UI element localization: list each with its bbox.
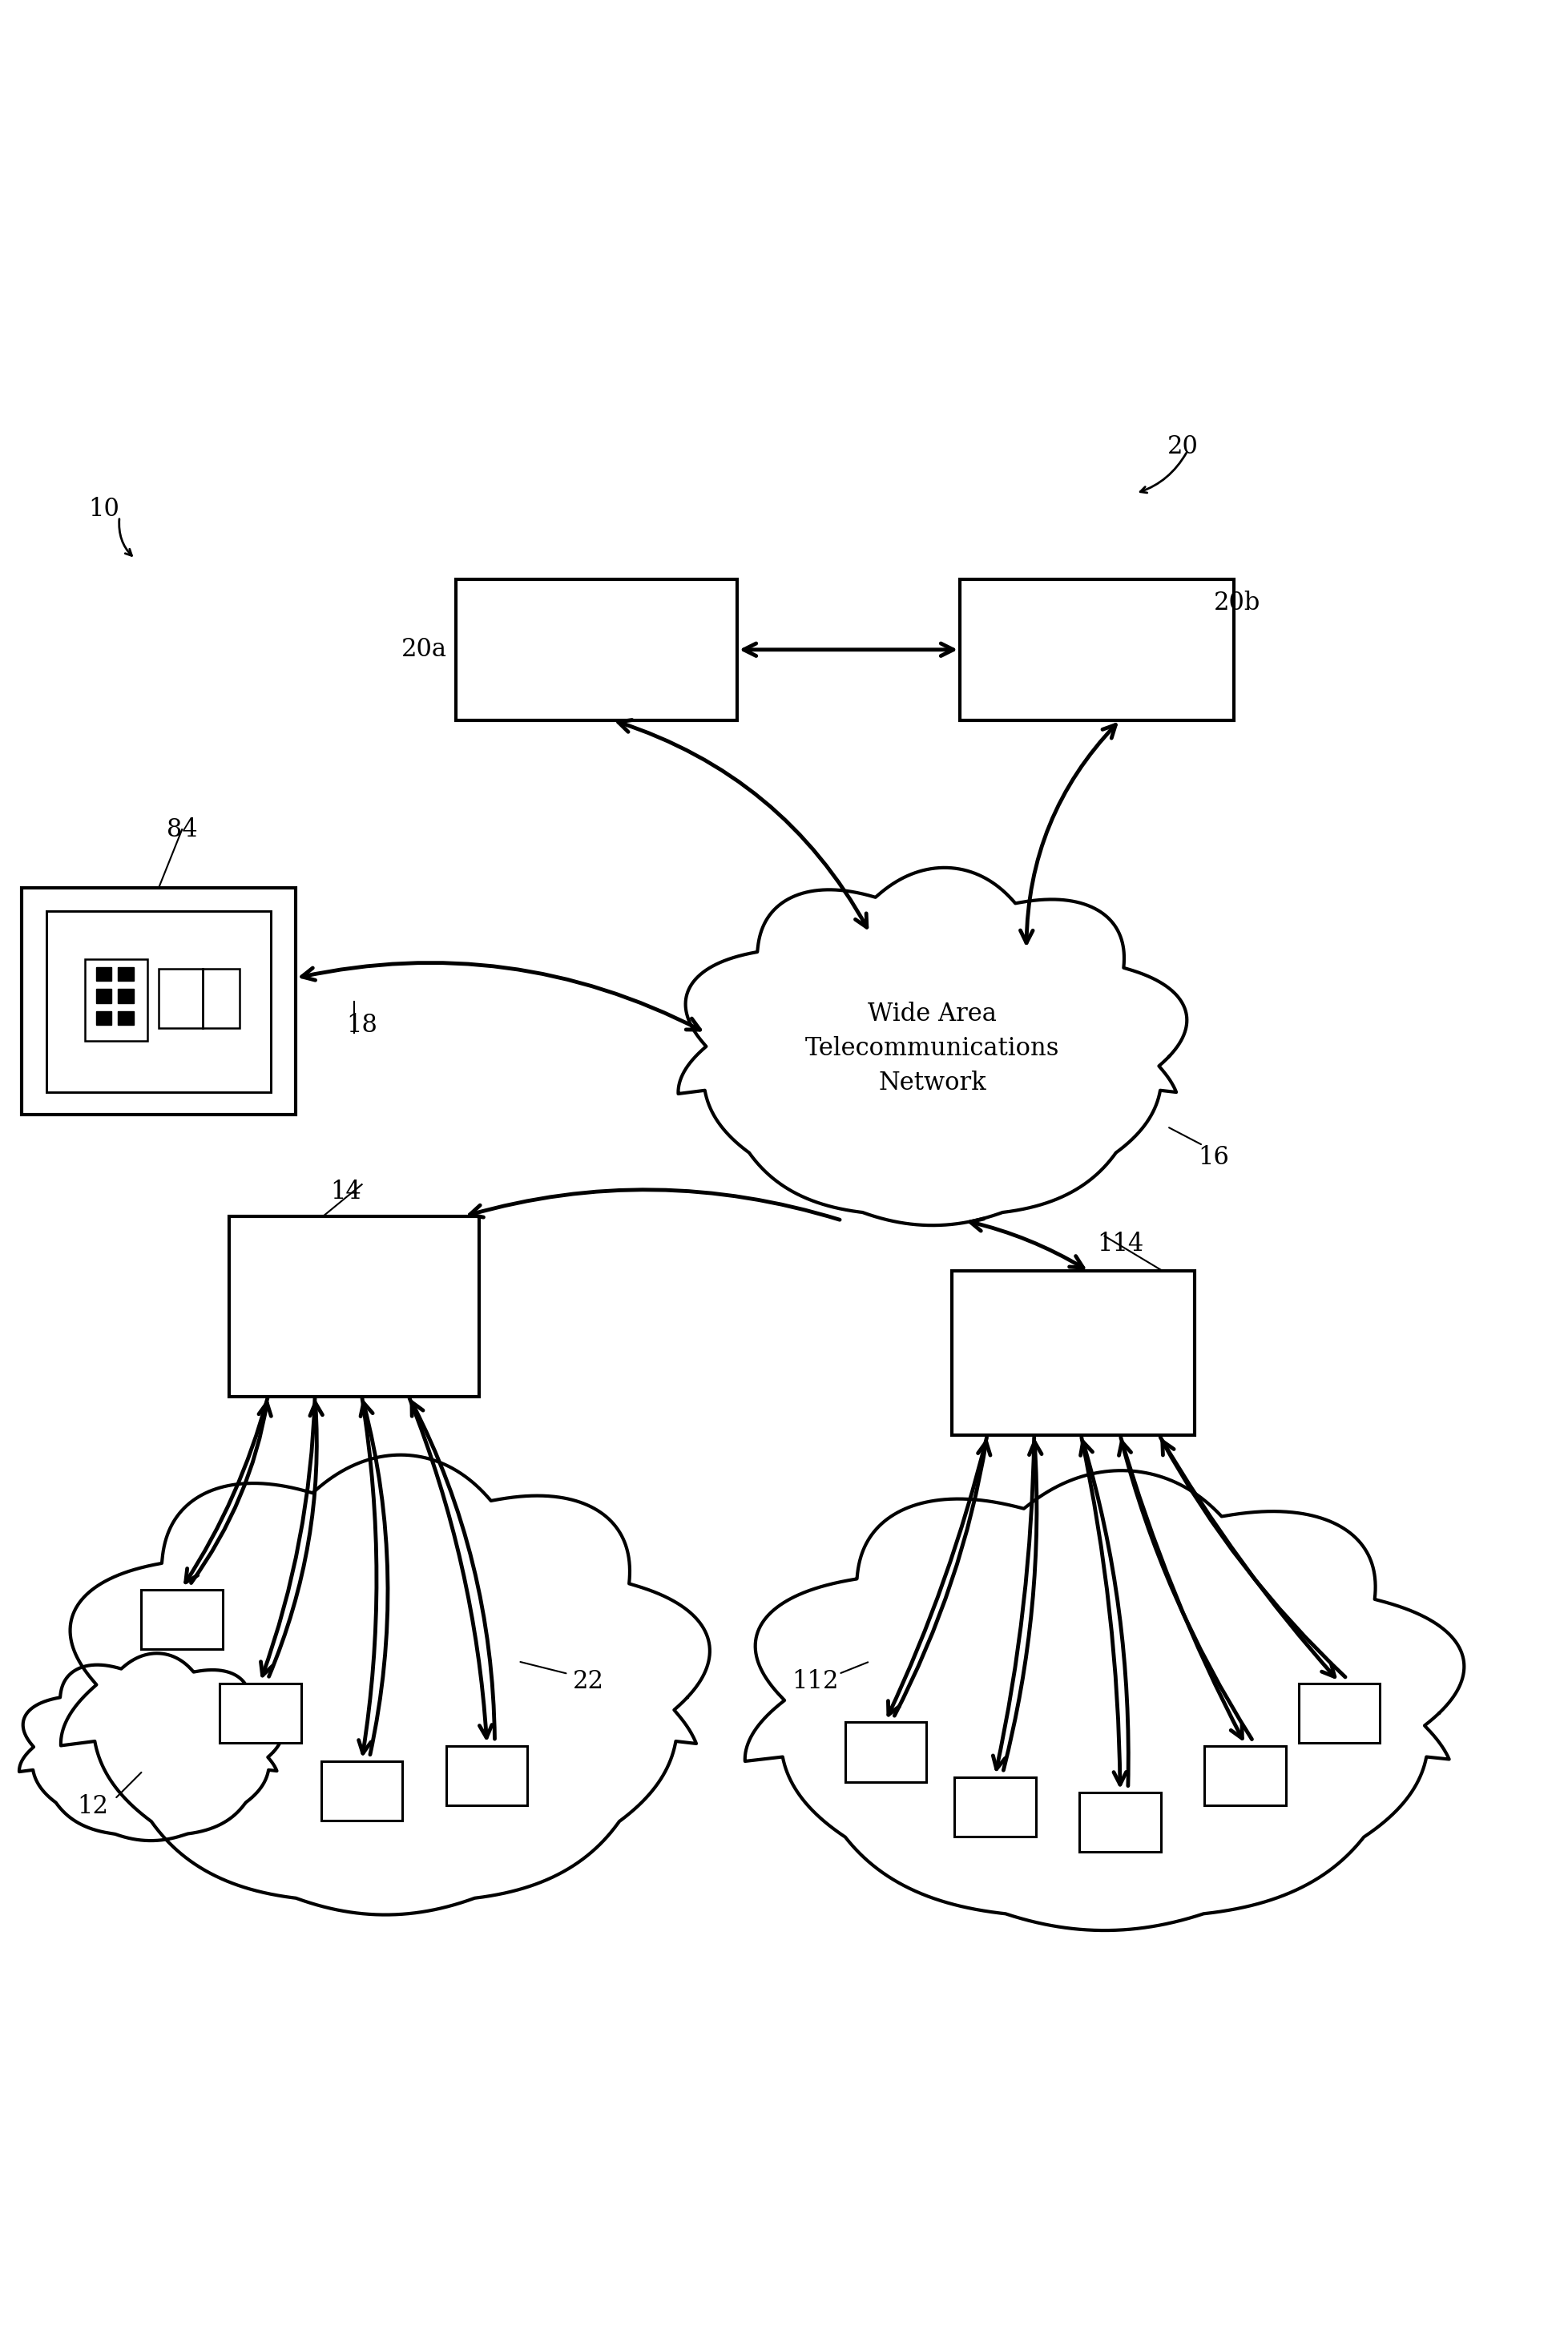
Text: 16: 16	[1198, 1145, 1229, 1171]
Bar	[47, 911, 271, 1091]
Bar	[1079, 1793, 1160, 1852]
Bar	[321, 1763, 403, 1821]
Text: 84: 84	[166, 817, 198, 843]
Text: 114: 114	[1096, 1232, 1143, 1256]
Bar	[158, 969, 240, 1028]
Polygon shape	[61, 1455, 710, 1915]
Bar	[1204, 1746, 1286, 1805]
Bar	[1298, 1683, 1380, 1744]
Text: 20a: 20a	[401, 638, 447, 662]
Bar	[955, 1777, 1036, 1835]
Text: 18: 18	[347, 1012, 378, 1037]
Bar	[447, 1746, 527, 1805]
Bar	[118, 988, 133, 1002]
Polygon shape	[679, 868, 1187, 1225]
Text: 22: 22	[572, 1669, 604, 1695]
Bar	[22, 887, 295, 1115]
Bar	[96, 967, 111, 981]
Bar	[118, 1012, 133, 1026]
Bar	[220, 1683, 301, 1744]
Text: 112: 112	[792, 1669, 839, 1695]
Text: Wide Area
Telecommunications
Network: Wide Area Telecommunications Network	[806, 1002, 1060, 1096]
Polygon shape	[19, 1652, 282, 1840]
Bar	[96, 988, 111, 1002]
Bar	[229, 1216, 480, 1396]
Text: 14: 14	[331, 1181, 362, 1204]
Bar	[960, 580, 1234, 721]
Polygon shape	[745, 1472, 1465, 1929]
Bar	[845, 1723, 927, 1781]
Text: 20: 20	[1167, 434, 1198, 458]
Bar	[118, 967, 133, 981]
Text: 10: 10	[88, 498, 119, 521]
Text: 20b: 20b	[1214, 591, 1261, 615]
Bar	[456, 580, 737, 721]
Bar	[85, 960, 147, 1040]
Bar	[141, 1589, 223, 1650]
Text: 12: 12	[77, 1795, 108, 1819]
Bar	[952, 1272, 1195, 1436]
Bar	[96, 1012, 111, 1026]
